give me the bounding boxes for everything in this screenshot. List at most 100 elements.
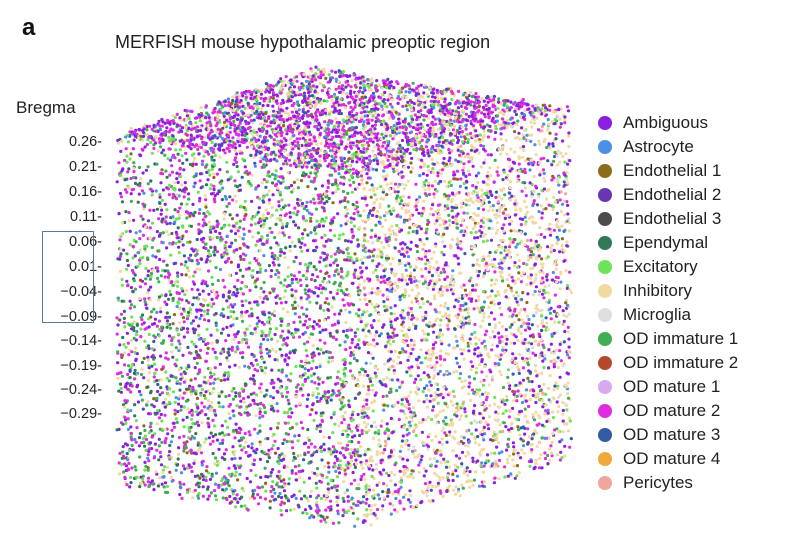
data-point [344,463,349,467]
data-point [206,210,210,214]
data-point [298,262,302,266]
data-point [343,340,347,344]
data-point [160,208,164,212]
data-point [128,376,132,380]
data-point [125,483,129,487]
data-point [268,327,272,331]
data-point [566,325,570,329]
data-point [266,437,270,441]
data-point [478,140,482,144]
data-point [119,421,124,425]
data-point [196,413,200,417]
data-point [508,454,512,458]
data-point [346,255,350,259]
data-point [474,441,478,445]
data-point [288,249,292,253]
data-point [566,396,571,400]
data-point [193,356,197,360]
data-point [176,226,180,230]
data-point [502,421,506,425]
data-point [379,461,383,465]
data-point [159,212,163,216]
data-point [207,220,211,224]
data-point [133,181,138,185]
data-point [508,242,512,246]
data-point [270,378,274,382]
data-point [268,330,272,334]
data-point [333,312,337,316]
data-point [261,225,265,229]
data-point [237,392,241,396]
data-point [546,291,550,295]
data-point [160,391,164,395]
data-point [257,502,261,506]
data-point [280,353,284,357]
data-point [560,244,564,248]
data-point [226,178,230,182]
data-point [268,451,272,455]
data-point [365,302,369,307]
data-point [305,269,309,273]
data-point [481,208,486,212]
data-point [275,339,280,343]
data-point [129,339,133,343]
data-point [127,211,131,215]
data-point [295,178,299,182]
data-point [149,285,153,289]
data-point [284,300,288,304]
data-point [369,523,373,527]
data-point [347,427,352,431]
data-point [493,418,497,422]
data-point [141,437,145,441]
data-point [437,273,441,278]
data-point [126,458,130,462]
data-point [273,254,277,258]
data-point [229,324,233,328]
data-point [363,370,367,374]
data-point [197,485,201,489]
data-point [482,447,486,451]
data-point [276,409,280,413]
data-point [116,296,120,300]
data-point [464,186,468,190]
data-point [132,336,136,340]
data-point [186,240,190,244]
data-point [441,494,445,498]
data-point [283,454,287,458]
data-point [316,275,320,279]
data-point [234,271,238,275]
data-point [144,302,148,307]
data-point [491,208,495,212]
data-point [272,381,276,385]
data-point [176,274,180,278]
data-point [489,219,493,223]
data-point [132,166,136,170]
data-point [552,365,556,369]
data-point [225,252,229,256]
data-point [306,376,310,380]
data-point [284,374,289,378]
data-point [234,221,238,226]
data-point [442,305,447,309]
data-point [205,163,209,167]
data-point [566,162,570,166]
data-point [197,231,201,236]
data-point [521,133,525,137]
data-point [284,432,288,436]
data-point [158,476,162,480]
data-point [477,171,481,175]
data-point [283,484,287,488]
data-point [292,274,296,278]
data-point [556,453,560,457]
data-point [348,452,352,456]
data-point [241,292,245,296]
data-point [484,347,488,351]
data-point [294,163,298,167]
data-point [187,463,191,467]
data-point [371,488,375,492]
data-point [204,223,208,227]
data-point [339,309,343,313]
data-point [178,480,182,484]
data-point [479,165,483,169]
data-point [497,355,501,360]
